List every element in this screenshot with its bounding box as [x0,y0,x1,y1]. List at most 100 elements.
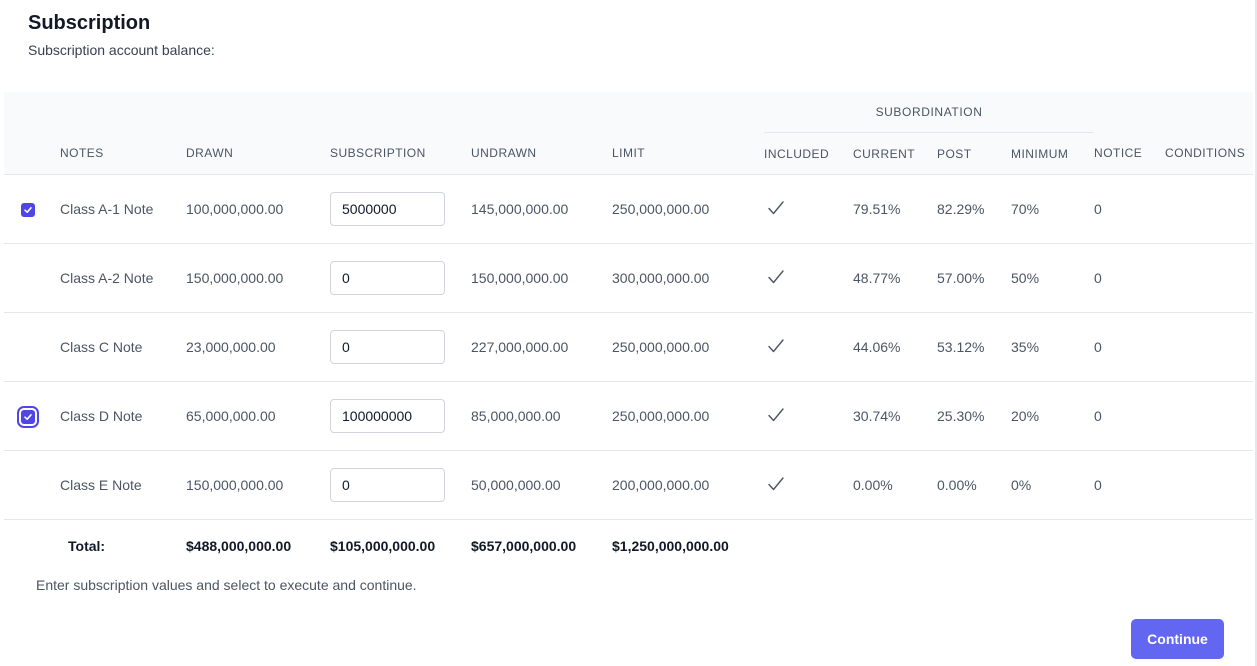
row-select-cell[interactable] [4,243,60,313]
notice-value: 0 [1094,450,1166,520]
scrollbar-edge [1255,0,1257,666]
minimum-value: 35% [1011,312,1095,382]
continue-button[interactable]: Continue [1131,619,1224,659]
included-cell [764,450,853,520]
subscription-cell [330,450,471,520]
subordination-group-header: SUBORDINATION [764,92,1095,133]
current-value: 0.00% [853,450,937,520]
note-name: Class C Note [60,312,186,382]
checkmark-icon [767,268,785,289]
row-select-cell[interactable] [4,312,60,382]
header-undrawn: UNDRAWN [471,132,612,175]
post-value: 57.00% [937,243,1011,313]
table-row: Class A-2 Note150,000,000.00150,000,000.… [4,243,1254,313]
row-checkbox-unchecked[interactable] [4,270,18,284]
subscription-cell [330,174,471,244]
subscription-input[interactable] [330,192,445,226]
conditions-value [1165,312,1254,382]
total-drawn: $488,000,000.00 [186,538,292,554]
minimum-value: 0% [1011,450,1095,520]
undrawn-value: 50,000,000.00 [471,450,612,520]
header-notes: NOTES [60,132,186,175]
header-notice: NOTICE [1094,132,1166,175]
current-value: 48.77% [853,243,937,313]
note-name: Class A-2 Note [60,243,186,313]
header-included: INCLUDED [764,132,853,175]
post-value: 0.00% [937,450,1011,520]
note-name: Class D Note [60,381,186,451]
header-conditions: CONDITIONS [1165,132,1254,175]
table-header-row: NOTES DRAWN SUBSCRIPTION UNDRAWN LIMIT I… [4,132,1254,175]
limit-value: 300,000,000.00 [612,243,764,313]
header-current: CURRENT [853,132,937,175]
undrawn-value: 227,000,000.00 [471,312,612,382]
post-value: 53.12% [937,312,1011,382]
checkmark-icon [767,475,785,496]
minimum-value: 70% [1011,174,1095,244]
row-select-cell[interactable] [4,381,60,451]
row-checkbox-unchecked[interactable] [4,477,18,491]
subscription-input[interactable] [330,468,445,502]
subscription-table-container: SUBORDINATION NOTES DRAWN SUBSCRIPTION U… [4,92,1254,572]
undrawn-value: 150,000,000.00 [471,243,612,313]
note-name: Class A-1 Note [60,174,186,244]
table-row: Class D Note65,000,000.0085,000,000.0025… [4,381,1254,451]
included-cell [764,381,853,451]
conditions-value [1165,174,1254,244]
current-value: 44.06% [853,312,937,382]
checkbox-checked-icon[interactable] [21,203,35,218]
subscription-input[interactable] [330,261,445,295]
header-post: POST [937,132,1011,175]
included-cell [764,243,853,313]
drawn-value: 150,000,000.00 [186,450,330,520]
subscription-cell [330,381,471,451]
drawn-value: 65,000,000.00 [186,381,330,451]
header-drawn: DRAWN [186,132,330,175]
group-header-spacer [4,92,764,133]
totals-label: Total: [68,538,106,554]
subscription-input[interactable] [330,330,445,364]
page-title: Subscription [28,12,151,34]
row-checkbox-unchecked[interactable] [4,339,18,353]
limit-value: 200,000,000.00 [612,450,764,520]
notice-value: 0 [1094,174,1166,244]
included-cell [764,174,853,244]
post-value: 25.30% [937,381,1011,451]
checkbox-checked-icon[interactable] [21,410,35,425]
conditions-value [1165,243,1254,313]
conditions-value [1165,381,1254,451]
subscription-table: SUBORDINATION NOTES DRAWN SUBSCRIPTION U… [4,92,1254,572]
minimum-value: 20% [1011,381,1095,451]
subscription-input[interactable] [330,399,445,433]
header-limit: LIMIT [612,132,764,175]
conditions-value [1165,450,1254,520]
current-value: 30.74% [853,381,937,451]
checkmark-icon [767,337,785,358]
instructions-text: Enter subscription values and select to … [36,577,417,593]
included-cell [764,312,853,382]
row-select-cell[interactable] [4,174,60,244]
drawn-value: 100,000,000.00 [186,174,330,244]
minimum-value: 50% [1011,243,1095,313]
undrawn-value: 145,000,000.00 [471,174,612,244]
notice-value: 0 [1094,381,1166,451]
total-subscription: $105,000,000.00 [330,538,436,554]
subscription-cell [330,312,471,382]
drawn-value: 23,000,000.00 [186,312,330,382]
header-minimum: MINIMUM [1011,132,1095,175]
row-select-cell[interactable] [4,450,60,520]
notice-value: 0 [1094,243,1166,313]
drawn-value: 150,000,000.00 [186,243,330,313]
undrawn-value: 85,000,000.00 [471,381,612,451]
subscription-cell [330,243,471,313]
note-name: Class E Note [60,450,186,520]
limit-value: 250,000,000.00 [612,381,764,451]
checkmark-icon [767,406,785,427]
total-undrawn: $657,000,000.00 [471,538,577,554]
limit-value: 250,000,000.00 [612,174,764,244]
checkmark-icon [767,199,785,220]
table-group-header-row: SUBORDINATION [4,92,1254,133]
